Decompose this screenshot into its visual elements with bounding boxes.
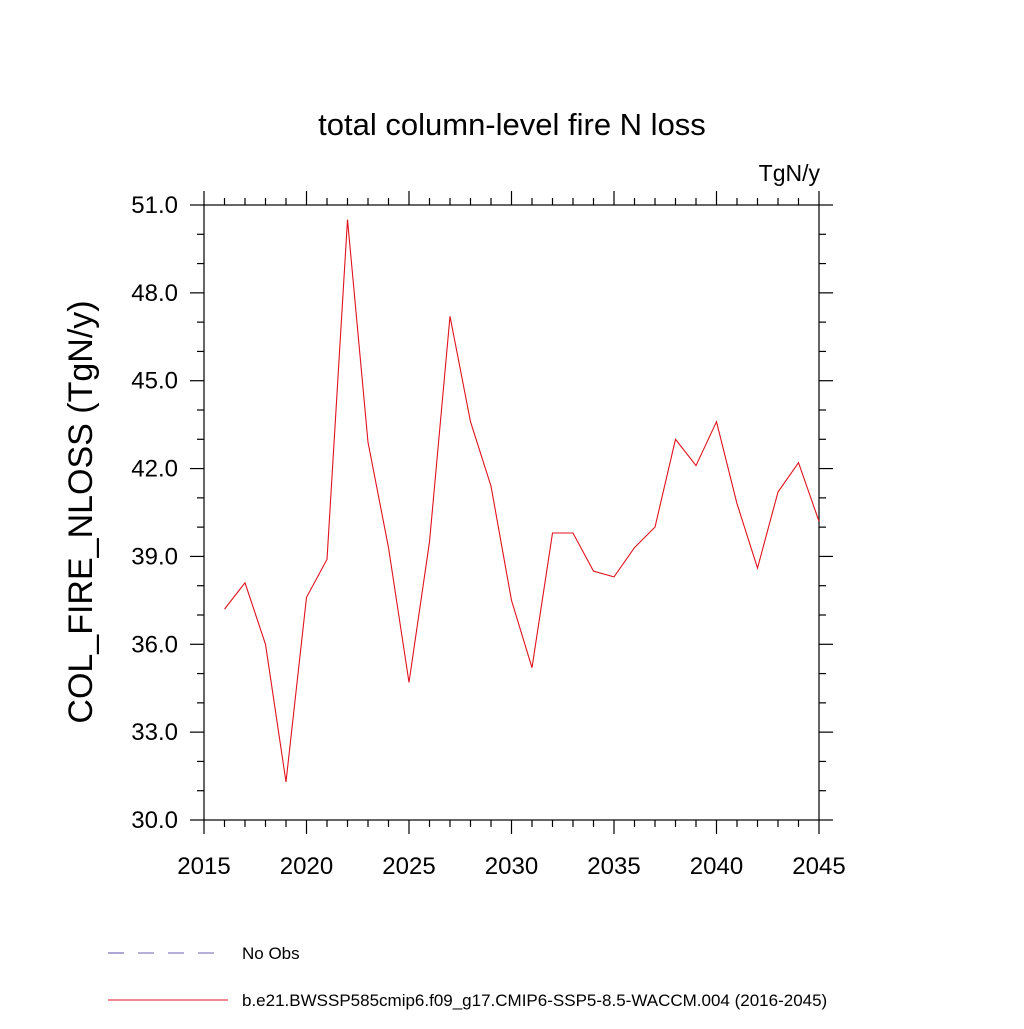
- axes: 2015 2020 2025 2030 2035 2040 2045 30.0 33.0 36.0…: [131, 191, 846, 880]
- y-tick-label: 51.0: [131, 192, 178, 219]
- x-tick-label: 2030: [485, 853, 538, 880]
- series-lines: [224, 219, 820, 782]
- y-tick-label: 39.0: [131, 543, 178, 570]
- chart-title: total column-level fire N loss: [318, 107, 706, 142]
- y-tick-label: 48.0: [131, 280, 178, 307]
- y-tick-label: 45.0: [131, 368, 178, 395]
- y-axis-label: COL_FIRE_NLOSS (TgN/y): [62, 300, 100, 723]
- y-tick-label: 36.0: [131, 631, 178, 658]
- y-tick-label: 42.0: [131, 456, 178, 483]
- y-tick-label: 33.0: [131, 719, 178, 746]
- x-tick-label: 2020: [280, 853, 333, 880]
- units-label: TgN/y: [759, 160, 821, 186]
- legend: No Obs b.e21.BWSSP585cmip6.f09_g17.CMIP6-…: [108, 944, 827, 1010]
- y-tick-label: 30.0: [131, 807, 178, 834]
- series-line: [224, 219, 820, 782]
- legend-entry-label: No Obs: [242, 944, 300, 963]
- x-tick-label: 2025: [382, 853, 435, 880]
- x-tick-label: 2035: [587, 853, 640, 880]
- legend-entry-label: b.e21.BWSSP585cmip6.f09_g17.CMIP6-SSP5-8…: [242, 991, 827, 1010]
- x-tick-label: 2015: [177, 853, 230, 880]
- x-tick-label: 2045: [792, 853, 845, 880]
- x-tick-label: 2040: [690, 853, 743, 880]
- plot-frame: [203, 204, 820, 821]
